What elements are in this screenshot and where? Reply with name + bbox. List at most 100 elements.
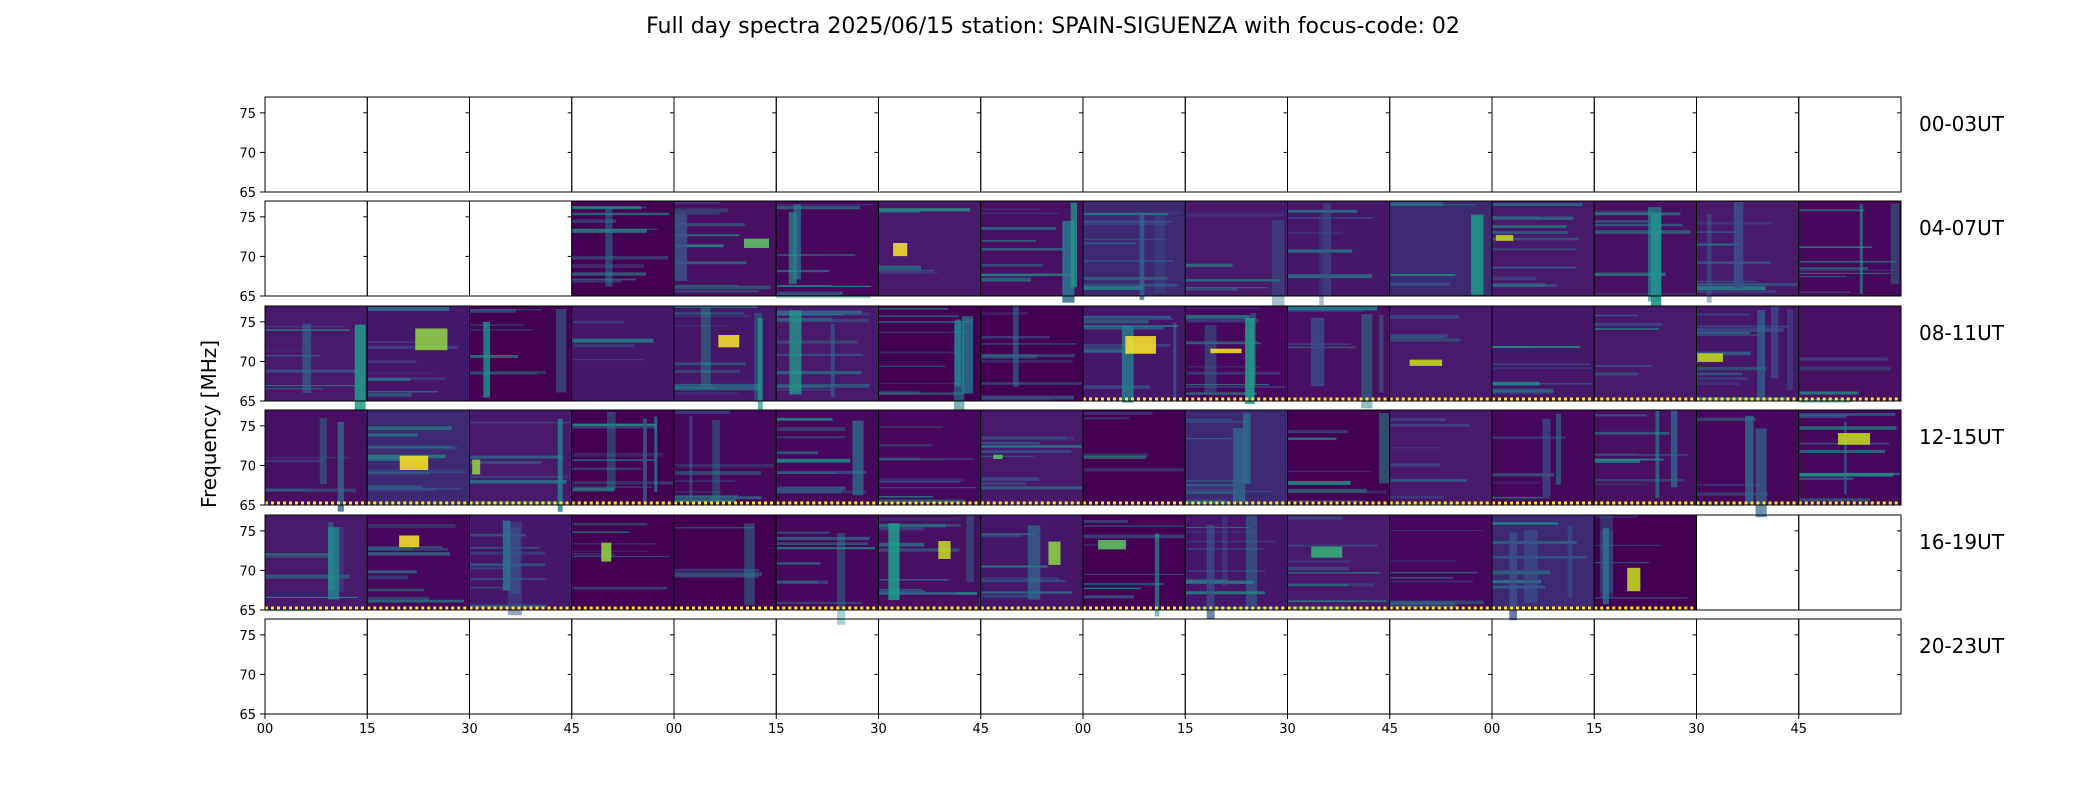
spectrum-panel xyxy=(1798,201,1901,296)
panel-frame xyxy=(1593,96,1697,193)
y-tick-label: 75 xyxy=(239,420,256,435)
spectrum-panel xyxy=(571,306,674,401)
panel-frame xyxy=(571,618,675,715)
panel-frame xyxy=(878,618,982,715)
x-tick-label: 15 xyxy=(768,722,785,737)
spectrum-panel xyxy=(265,515,368,612)
spectrum-panel xyxy=(1185,201,1288,307)
panel-frame xyxy=(1593,618,1697,715)
panel-frame xyxy=(366,618,470,715)
spectrum-panel xyxy=(1798,306,1901,403)
panel-frame xyxy=(1184,96,1288,193)
spectrum-panel xyxy=(1083,515,1186,617)
panel-frame xyxy=(1491,96,1595,193)
spectrum-panel xyxy=(980,410,1083,505)
spectrum-panel xyxy=(776,306,879,401)
y-tick-label: 75 xyxy=(239,107,256,122)
panel-frame xyxy=(1798,305,1902,402)
spectrum-panel xyxy=(1492,306,1595,401)
spectrum-panel xyxy=(1696,306,1799,402)
panel-frame xyxy=(1389,96,1493,193)
panel-frame xyxy=(366,200,470,297)
x-tick-label: 00 xyxy=(1484,722,1501,737)
y-tick-label: 70 xyxy=(239,250,256,265)
y-tick-label: 70 xyxy=(239,459,256,474)
spectra-row: 75 70 65 16-19UT xyxy=(239,514,2005,625)
panel-frame xyxy=(673,96,777,193)
panel-frame xyxy=(469,96,573,193)
panel-frame xyxy=(1184,618,1288,715)
spectrum-panel xyxy=(674,306,777,413)
spectra-rows: 75706500-03UT75706504-07UT75706508-11UT7… xyxy=(239,96,2005,723)
spectrum-panel xyxy=(1185,410,1288,505)
spectrum-panel xyxy=(1798,410,1901,505)
spectrum-panel xyxy=(1287,306,1390,409)
spectrum-panel xyxy=(776,410,879,505)
spectrum-panel xyxy=(1389,410,1492,506)
panel-frame xyxy=(775,96,879,193)
panel-frame xyxy=(1287,96,1391,193)
spectrum-panel xyxy=(367,515,470,610)
spectrum-panel xyxy=(1287,201,1390,306)
spectrum-panel xyxy=(1492,410,1595,505)
chart-title: Full day spectra 2025/06/15 station: SPA… xyxy=(646,14,1460,39)
y-tick-label: 75 xyxy=(239,316,256,331)
spectrum-panel xyxy=(1696,410,1799,518)
spectrum-panel xyxy=(980,306,1083,401)
panel-frame xyxy=(775,618,879,715)
spectrum-panel xyxy=(674,410,777,505)
y-tick-label: 70 xyxy=(239,355,256,370)
x-tick-label: 00 xyxy=(666,722,683,737)
panel-frame xyxy=(1082,618,1186,715)
x-tick-label: 30 xyxy=(870,722,887,737)
y-tick-label: 65 xyxy=(239,499,256,514)
panel-frame xyxy=(673,618,777,715)
x-tick-label: 45 xyxy=(1381,722,1398,737)
spectrum-panel xyxy=(878,306,981,416)
x-tick-label: 45 xyxy=(972,722,989,737)
panel-frame xyxy=(980,96,1084,193)
x-tick-label: 30 xyxy=(461,722,478,737)
panel-frame xyxy=(469,618,573,715)
spectrum-panel xyxy=(469,515,572,616)
spectrum-panel xyxy=(1594,410,1697,505)
x-tick-label: 15 xyxy=(359,722,376,737)
spectrum-panel xyxy=(674,515,777,610)
spectrum-panel xyxy=(571,201,674,296)
spectra-row: 75 70 65 00-03UT xyxy=(239,96,2005,201)
spectrum-panel xyxy=(1287,410,1390,505)
spectrum-panel xyxy=(1389,306,1492,401)
spectrum-panel xyxy=(1696,201,1799,303)
spectrum-panel xyxy=(1594,306,1697,401)
y-tick-label: 70 xyxy=(239,146,256,161)
spectrum-panel xyxy=(980,201,1083,303)
y-tick-label: 75 xyxy=(239,629,256,644)
spectrum-panel xyxy=(571,515,674,610)
row-label: 12-15UT xyxy=(1919,425,2005,449)
spectrum-panel xyxy=(1389,515,1492,610)
spectrum-panel xyxy=(469,306,572,401)
panel-frame xyxy=(1696,96,1800,193)
y-tick-label: 75 xyxy=(239,211,256,226)
y-axis-label: Frequency [MHz] xyxy=(197,340,221,508)
spectrum-panel xyxy=(1083,410,1186,505)
row-label: 08-11UT xyxy=(1919,321,2005,345)
spectrum-panel xyxy=(367,306,470,401)
panel-frame xyxy=(1287,618,1391,715)
spectra-row: 75 70 65 08-11UT xyxy=(239,305,2005,416)
row-label: 04-07UT xyxy=(1919,216,2005,240)
spectrum-panel xyxy=(674,201,777,296)
spectrum-panel xyxy=(1185,306,1288,405)
panel-frame xyxy=(1798,409,1902,506)
x-tick-label: 30 xyxy=(1688,722,1705,737)
spectrum-panel xyxy=(1083,306,1186,403)
y-tick-label: 70 xyxy=(239,564,256,579)
panel-frame xyxy=(1696,514,1800,611)
panel-frame xyxy=(571,96,675,193)
spectrum-panel xyxy=(980,515,1083,610)
x-axis: 00 15 30 45 00 15 30 45 00 15 30 45 00 15 30 45 xyxy=(257,714,1807,737)
spectrum-panel xyxy=(1492,515,1595,621)
spectra-row: 75 70 65 12-15UT xyxy=(239,409,2005,518)
panel-frame xyxy=(1491,618,1595,715)
y-tick-label: 65 xyxy=(239,186,256,201)
